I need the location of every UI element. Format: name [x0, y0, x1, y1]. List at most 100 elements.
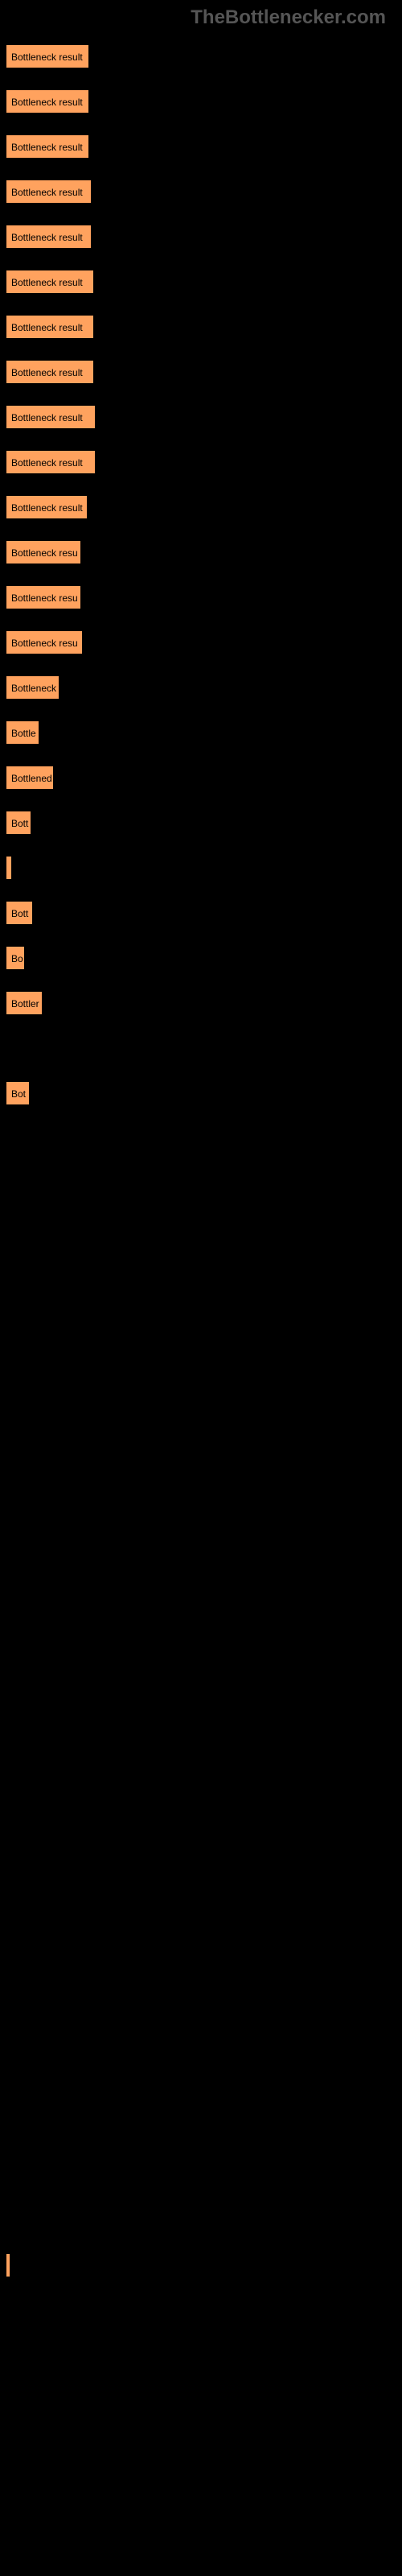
bar-label: Bottleneck result: [7, 181, 87, 203]
chart-bar: Bottleneck result: [6, 90, 88, 113]
chart-row: Bottleneck result: [6, 180, 402, 203]
chart-bar: Bo: [6, 947, 24, 969]
chart-bar: [6, 857, 11, 879]
chart-bar: Bott: [6, 902, 32, 924]
chart-bar: Bottleneck result: [6, 361, 93, 383]
chart-bar: [6, 2254, 10, 2277]
chart-row: Bottleneck result: [6, 135, 402, 158]
chart-row: Bottleneck result: [6, 496, 402, 518]
chart-row: Bottleneck resu: [6, 631, 402, 654]
chart-row: [6, 2209, 402, 2231]
bar-label: Bott: [7, 902, 32, 924]
chart-bar: Bottleneck result: [6, 406, 95, 428]
chart-row: [6, 2164, 402, 2186]
chart-row: Bottler: [6, 992, 402, 1014]
chart-bar: Bott: [6, 811, 31, 834]
chart-row: [6, 1984, 402, 2006]
chart-row: [6, 1848, 402, 1871]
chart-bar: Bot: [6, 1082, 29, 1104]
bar-label: Bottleneck result: [7, 91, 87, 113]
bar-label: Bottleneck result: [7, 136, 87, 158]
chart-bar: Bottlened: [6, 766, 53, 789]
bar-label: Bottleneck resu: [7, 632, 82, 654]
chart-row: [6, 1443, 402, 1465]
chart-row: [6, 1938, 402, 1961]
chart-row: [6, 2254, 402, 2277]
chart-bar: Bottleneck result: [6, 225, 91, 248]
bar-label: Bott: [7, 812, 31, 834]
bar-label: Bottleneck result: [7, 452, 87, 473]
chart-row: [6, 1533, 402, 1555]
bar-label: Bottleneck result: [7, 497, 87, 518]
chart-row: Bottleneck result: [6, 316, 402, 338]
chart-row: Bottle: [6, 721, 402, 744]
chart-row: Bottleneck: [6, 676, 402, 699]
chart-bar: Bottleneck resu: [6, 631, 82, 654]
chart-row: Bot: [6, 1082, 402, 1104]
chart-row: [6, 2074, 402, 2096]
bar-label: Bottleneck result: [7, 271, 87, 293]
chart-row: Bottleneck resu: [6, 586, 402, 609]
chart-row: [6, 2119, 402, 2141]
chart-row: [6, 1488, 402, 1510]
bar-label: Bottleneck: [7, 677, 59, 699]
chart-row: [6, 1172, 402, 1195]
chart-row: [6, 1713, 402, 1736]
chart-bar: Bottleneck resu: [6, 541, 80, 564]
chart-bar: Bottler: [6, 992, 42, 1014]
chart-row: [6, 1758, 402, 1781]
chart-row: [6, 1578, 402, 1600]
chart-bar: Bottleneck result: [6, 270, 93, 293]
bar-label: Bottleneck result: [7, 226, 87, 248]
chart-bar: Bottleneck result: [6, 180, 91, 203]
chart-bar: Bottle: [6, 721, 39, 744]
site-name: TheBottlenecker.com: [191, 6, 386, 28]
chart-row: Bottleneck result: [6, 361, 402, 383]
chart-row: Bo: [6, 947, 402, 969]
bar-label: Bottleneck resu: [7, 542, 80, 564]
chart-row: [6, 1217, 402, 1240]
chart-bar: Bottleneck resu: [6, 586, 80, 609]
site-header: TheBottlenecker.com: [0, 0, 402, 29]
chart-row: Bottleneck result: [6, 45, 402, 68]
chart-row: [6, 2299, 402, 2322]
chart-row: [6, 1352, 402, 1375]
chart-row: [6, 2029, 402, 2051]
chart-row: [6, 1397, 402, 1420]
chart-row: Bott: [6, 902, 402, 924]
chart-bar: Bottleneck result: [6, 451, 95, 473]
chart-bar: Bottleneck result: [6, 316, 93, 338]
chart-row: Bottleneck resu: [6, 541, 402, 564]
bar-label: Bottleneck result: [7, 46, 87, 68]
chart-row: [6, 1037, 402, 1059]
bar-label: Bottleneck result: [7, 407, 87, 428]
bar-label: Bottle: [7, 722, 39, 744]
bar-label: Bottler: [7, 993, 42, 1014]
chart-row: Bottleneck result: [6, 406, 402, 428]
chart-row: [6, 1668, 402, 1690]
chart-row: [6, 1803, 402, 1826]
chart-row: [6, 1623, 402, 1645]
bar-label: Bottleneck resu: [7, 587, 80, 609]
chart-row: Bott: [6, 811, 402, 834]
chart-bar: Bottleneck result: [6, 135, 88, 158]
chart-row: Bottleneck result: [6, 225, 402, 248]
chart-row: Bottleneck result: [6, 451, 402, 473]
chart-bar: Bottleneck result: [6, 496, 87, 518]
bar-label: Bottleneck result: [7, 361, 87, 383]
chart-row: [6, 857, 402, 879]
bar-label: Bo: [7, 947, 24, 969]
bottleneck-chart: Bottleneck result Bottleneck result Bottle…: [0, 29, 402, 2322]
chart-row: Bottlened: [6, 766, 402, 789]
bar-label: Bottleneck result: [7, 316, 87, 338]
chart-bar: Bottleneck result: [6, 45, 88, 68]
chart-row: [6, 1893, 402, 1916]
chart-row: [6, 1127, 402, 1150]
chart-row: [6, 1307, 402, 1330]
chart-bar: Bottleneck: [6, 676, 59, 699]
chart-row: Bottleneck result: [6, 90, 402, 113]
bar-label: Bottlened: [7, 767, 53, 789]
chart-row: [6, 1262, 402, 1285]
bar-label: Bot: [7, 1083, 29, 1104]
chart-row: Bottleneck result: [6, 270, 402, 293]
